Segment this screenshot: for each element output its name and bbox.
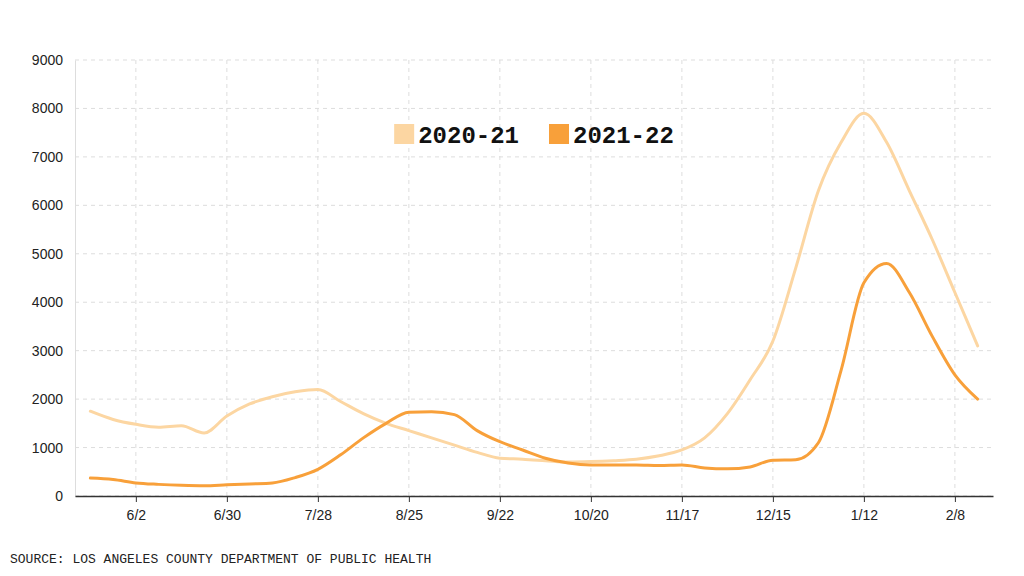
x-tick-mark [409,496,410,502]
y-tick-label: 5000 [32,246,63,262]
x-tick-label: 6/30 [214,507,241,523]
x-tick: 9/22 [487,496,514,523]
grid-line-y [75,60,993,61]
y-tick: 6000 [32,197,75,213]
y-tick-label: 0 [55,488,63,504]
y-tick: 7000 [32,149,75,165]
grid-line-x [135,60,136,496]
grid-line-x [226,60,227,496]
y-axis: 0 1000 2000 3000 4000 5000 6000 7000 8000 9000 [32,52,76,504]
x-tick-label: 11/17 [665,507,699,523]
y-tick-label: 8000 [32,100,63,116]
y-tick-label: 3000 [32,343,63,359]
y-tick-label: 9000 [32,52,63,68]
x-tick: 1/12 [851,496,878,523]
legend: 2020-21 2021-22 [394,123,674,150]
legend-label: 2020-21 [418,123,519,150]
y-tick-label: 6000 [32,197,63,213]
y-tick-label: 7000 [32,149,63,165]
background [0,0,1024,576]
x-axis: 6/2 6/30 7/28 8/25 9/22 10/20 11/17 12/15 1/12 2/… [76,496,994,523]
y-tick: 5000 [32,246,75,262]
series-line [90,263,977,485]
grid-line-y [75,350,993,351]
grid-line-y [75,399,993,400]
grid-line-y [75,253,993,254]
x-tick-label: 9/22 [487,507,514,523]
grid-line-y [75,496,993,497]
legend-label: 2021-22 [573,123,674,150]
grid-line-y [75,205,993,206]
y-tick-label: 4000 [32,294,63,310]
y-tick: 3000 [32,343,75,359]
x-axis-line [76,496,994,498]
y-tick-label: 1000 [32,440,63,456]
x-tick: 7/28 [305,496,332,523]
x-tick-mark [864,496,865,502]
x-tick-mark [955,496,956,502]
legend-swatch [549,124,569,144]
x-tick-label: 6/2 [127,507,147,523]
grid-line-y [75,447,993,448]
x-tick: 2/8 [946,496,966,523]
y-axis-line [75,61,76,497]
x-tick-label: 7/28 [305,507,332,523]
y-tick: 1000 [32,440,75,456]
grid-line-y [75,108,993,109]
grid-line-x [772,60,773,496]
source-note: SOURCE: LOS ANGELES COUNTY DEPARTMENT OF… [10,552,431,567]
x-tick: 6/30 [214,496,241,523]
x-tick-mark [227,496,228,502]
x-tick-mark [500,496,501,502]
x-tick-label: 1/12 [851,507,878,523]
x-tick-label: 8/25 [396,507,423,523]
legend-item: 2020-21 [394,123,519,150]
x-tick: 10/20 [574,496,609,523]
grid [75,60,993,496]
grid-line-x [681,60,682,496]
series-line [90,113,977,462]
y-tick: 4000 [32,294,75,310]
grid-line-x [317,60,318,496]
y-tick: 2000 [32,391,75,407]
legend-item: 2021-22 [549,123,674,150]
chart-container: 0 1000 2000 3000 4000 5000 6000 7000 8000 9000 6/2… [0,0,1024,576]
x-tick-mark [591,496,592,502]
x-tick-label: 10/20 [574,507,609,523]
plot-area [90,113,977,486]
chart-svg: 0 1000 2000 3000 4000 5000 6000 7000 8000 9000 6/2… [0,0,1024,576]
y-tick: 0 [55,488,75,504]
legend-swatch [394,124,414,144]
grid-line-y [75,156,993,157]
y-tick: 8000 [32,100,75,116]
grid-line-x [954,60,955,496]
x-tick-mark [136,496,137,502]
x-tick-mark [318,496,319,502]
x-tick: 11/17 [665,496,699,523]
x-tick-mark [682,496,683,502]
grid-line-x [863,60,864,496]
x-tick: 6/2 [127,496,147,523]
x-tick-label: 12/15 [756,507,791,523]
x-tick: 8/25 [396,496,423,523]
x-tick-mark [773,496,774,502]
y-tick-label: 2000 [32,391,63,407]
x-tick-label: 2/8 [946,507,966,523]
grid-line-y [75,302,993,303]
x-tick: 12/15 [756,496,791,523]
y-tick: 9000 [32,52,75,68]
